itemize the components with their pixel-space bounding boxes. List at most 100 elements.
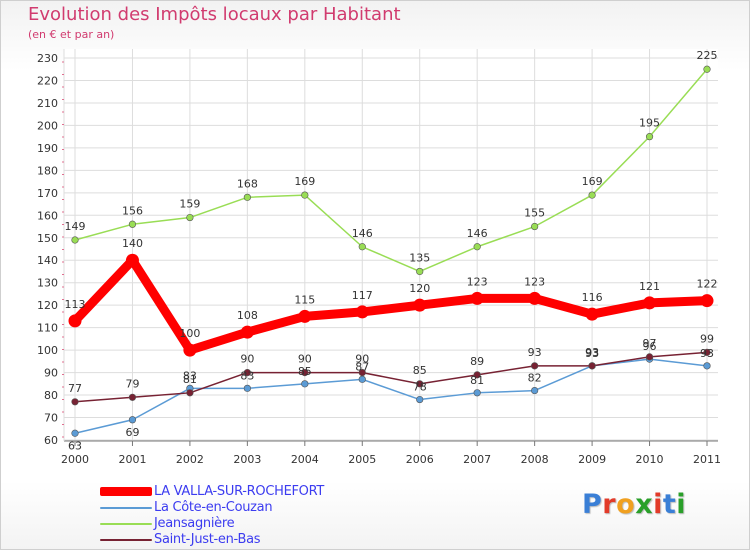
data-label: 116 <box>582 291 603 304</box>
y-tick-label: 150 <box>37 232 58 245</box>
data-label: 90 <box>298 353 312 366</box>
data-point <box>703 362 711 370</box>
data-label: 169 <box>582 175 603 188</box>
data-point <box>128 220 137 228</box>
data-point <box>473 389 481 397</box>
data-point <box>243 193 251 201</box>
data-label: 93 <box>528 346 542 359</box>
series-line <box>74 68 708 273</box>
data-label: 99 <box>700 332 714 345</box>
y-tick-label: 220 <box>37 74 58 87</box>
data-point <box>358 368 366 377</box>
data-point <box>71 236 79 244</box>
data-label: 85 <box>298 365 312 378</box>
data-label: 122 <box>697 278 718 291</box>
legend-label: LA VALLA-SUR-ROCHEFORT <box>154 484 325 499</box>
data-label: 90 <box>355 353 369 366</box>
data-label: 159 <box>179 198 200 211</box>
data-point <box>358 243 366 251</box>
y-tick-label: 90 <box>44 367 58 380</box>
data-label: 123 <box>524 275 545 288</box>
data-point <box>301 380 309 388</box>
proxiti-logo: Proxiti <box>582 489 687 520</box>
data-label: 96 <box>643 340 657 353</box>
chart-legend: LA VALLA-SUR-ROCHEFORT La Côte-en-Couzan J… <box>100 484 460 548</box>
data-label: 146 <box>467 227 488 240</box>
y-tick-label: 70 <box>44 412 58 425</box>
data-point <box>298 309 312 323</box>
x-tick-label: 2006 <box>406 453 434 466</box>
legend-item: La Côte-en-Couzan <box>100 500 460 516</box>
y-tick-label: 200 <box>37 119 58 132</box>
data-label: 87 <box>355 360 369 373</box>
data-point <box>128 416 137 424</box>
x-tick-label: 2008 <box>521 453 549 466</box>
data-label: 97 <box>643 337 657 350</box>
data-label: 123 <box>467 275 488 288</box>
y-tick-label: 230 <box>37 52 58 65</box>
data-point <box>416 380 424 388</box>
x-tick-label: 2007 <box>463 453 491 466</box>
legend-label: Jeansagnière <box>154 516 235 531</box>
data-label: 83 <box>183 369 197 382</box>
data-label: 93 <box>700 347 714 360</box>
data-label: 156 <box>122 204 143 217</box>
data-point <box>128 393 137 401</box>
data-point <box>416 267 424 276</box>
data-point <box>186 213 194 222</box>
x-tick-label: 2009 <box>578 453 606 466</box>
line-chart: 60 70 80 90 100 110 120 130 140 150 160 170 180 190 20… <box>37 49 721 466</box>
data-point <box>585 307 599 321</box>
y-tick-label: 160 <box>37 209 58 222</box>
legend-swatch <box>100 523 152 525</box>
x-tick-label: 2005 <box>348 453 376 466</box>
data-point <box>71 398 79 406</box>
data-point <box>645 353 654 361</box>
y-tick-label: 110 <box>37 322 58 335</box>
data-label: 195 <box>639 117 660 130</box>
legend-label: Saint-Just-en-Bas <box>154 532 261 547</box>
data-point <box>531 222 539 231</box>
data-label: 135 <box>409 251 430 264</box>
legend-swatch <box>100 507 152 509</box>
data-point <box>243 384 251 392</box>
data-point <box>703 348 711 356</box>
series-line <box>70 255 712 355</box>
data-label: 100 <box>179 327 200 340</box>
data-label: 140 <box>122 237 143 250</box>
data-point <box>531 362 539 370</box>
data-point <box>700 294 714 308</box>
data-label: 81 <box>470 374 484 387</box>
legend-item: Jeansagnière <box>100 516 460 532</box>
data-point <box>243 368 251 377</box>
y-tick-label: 80 <box>44 389 58 402</box>
chart-title: Evolution des Impôts locaux par Habitant <box>28 4 401 25</box>
data-label: 89 <box>470 355 484 368</box>
x-tick-label: 2004 <box>291 453 319 466</box>
data-label: 81 <box>183 373 197 386</box>
y-tick-label: 60 <box>44 434 58 447</box>
data-point <box>358 375 366 383</box>
data-label: 146 <box>352 227 373 240</box>
data-point <box>301 368 309 377</box>
y-tick-label: 210 <box>37 97 58 110</box>
data-point <box>470 291 484 305</box>
y-tick-label: 180 <box>37 164 58 177</box>
legend-label: La Côte-en-Couzan <box>154 500 273 515</box>
data-point <box>413 298 427 312</box>
plot-area <box>64 49 718 441</box>
data-point <box>68 314 82 328</box>
data-label: 117 <box>352 289 373 302</box>
data-label: 120 <box>409 282 430 295</box>
legend-swatch <box>100 487 152 496</box>
y-tick-label: 190 <box>37 142 58 155</box>
data-label: 63 <box>68 439 82 452</box>
data-label: 79 <box>125 377 139 390</box>
data-label: 93 <box>585 347 599 360</box>
data-label: 90 <box>240 353 254 366</box>
y-tick-label: 130 <box>37 277 58 290</box>
data-point <box>703 65 711 73</box>
data-label: 108 <box>237 309 258 322</box>
series-line <box>74 351 708 403</box>
data-point <box>531 386 539 395</box>
